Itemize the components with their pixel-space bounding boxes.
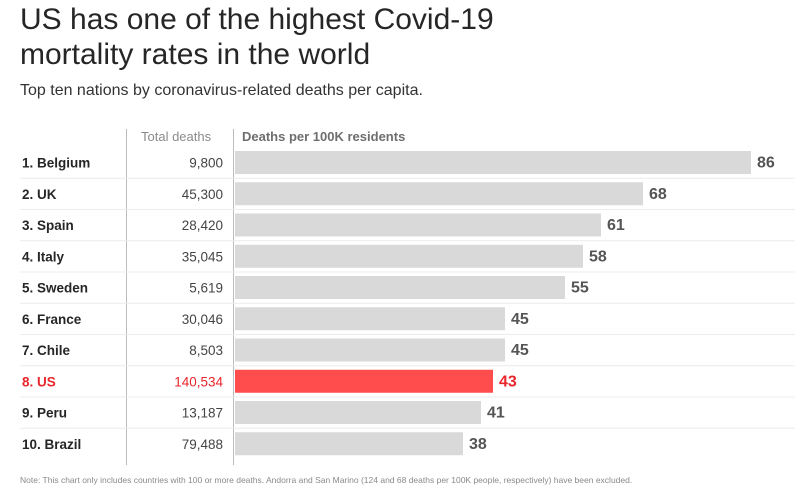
total-deaths-value: 8,503 [189,343,223,358]
country-label: 8. US [22,374,56,389]
country-label: 2. UK [22,187,57,202]
bar [235,307,505,331]
chart-subtitle: Top ten nations by coronavirus-related d… [20,82,423,99]
total-deaths-value: 35,045 [182,249,223,264]
bar-highlight [235,369,493,393]
chart-title: US has one of the highest Covid-19 morta… [20,3,494,71]
bar [235,151,751,174]
bar-value-label: 45 [511,311,529,328]
bar [235,213,601,237]
deaths-per-100k-header: Deaths per 100K residents [242,129,406,144]
total-deaths-value: 79,488 [182,437,223,452]
country-label: 4. Italy [22,249,65,264]
bar [235,182,643,206]
column-divider-right [233,129,234,465]
total-deaths-value: 13,187 [182,406,223,421]
country-label: 6. France [22,312,82,327]
bar-value-label: 41 [487,405,505,422]
total-deaths-value: 5,619 [189,281,223,296]
bar-value-label: 58 [589,248,607,265]
total-deaths-value: 45,300 [182,187,223,202]
chart-note: Note: This chart only includes countries… [20,475,633,485]
country-label: 9. Peru [22,406,67,421]
total-deaths-value: 30,046 [182,312,223,327]
total-deaths-header: Total deaths [141,129,212,144]
bar-value-label: 55 [571,280,589,297]
total-deaths-value: 28,420 [182,218,223,233]
bar [235,432,463,456]
total-deaths-value: 140,534 [174,374,223,389]
country-label: 7. Chile [22,343,71,358]
bar-value-label: 45 [511,342,529,359]
total-deaths-value: 9,800 [189,156,223,171]
bar [235,338,505,362]
bar-value-label: 38 [469,436,487,453]
bar-value-label: 43 [499,373,517,390]
country-label: 1. Belgium [22,156,90,171]
bar-value-label: 61 [607,217,625,234]
bar-value-label: 68 [649,186,667,203]
bar-value-label: 86 [757,155,775,172]
country-label: 5. Sweden [22,281,88,296]
country-label: 3. Spain [22,218,74,233]
bar [235,401,481,424]
country-label: 10. Brazil [22,437,81,452]
column-divider-left [126,129,127,465]
bar [235,244,583,268]
bar [235,276,565,299]
